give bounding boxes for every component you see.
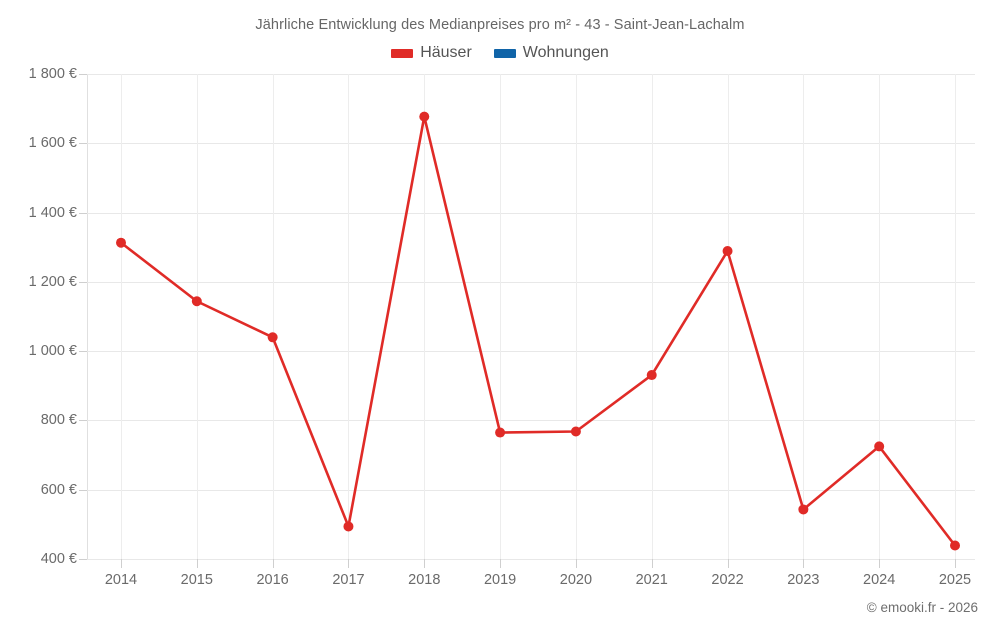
data-point[interactable] xyxy=(495,427,506,438)
x-axis-label: 2015 xyxy=(180,572,213,588)
data-point[interactable] xyxy=(798,504,809,515)
data-point[interactable] xyxy=(874,441,885,452)
vertical-gridline xyxy=(500,74,502,559)
y-axis-tick xyxy=(79,489,87,491)
y-axis-label: 1 800 € xyxy=(28,66,77,82)
gridline xyxy=(87,351,975,353)
y-axis-tick xyxy=(79,351,87,353)
x-axis-tick xyxy=(272,559,274,568)
plot-area: 400 € 600 € 800 € 1 000 € 1 200 € 1 400 € 1 60… xyxy=(29,66,975,588)
gridline xyxy=(87,74,975,75)
vertical-gridline xyxy=(272,74,274,559)
data-point[interactable] xyxy=(267,332,278,343)
x-axis-label: 2019 xyxy=(483,572,517,588)
legend-label-wohnungen: Wohnungen xyxy=(522,44,609,61)
x-axis-label: 2014 xyxy=(104,572,138,588)
chart-legend: Häuser Wohnungen xyxy=(0,44,1000,62)
y-axis-tick xyxy=(79,143,87,145)
y-axis-tick xyxy=(79,212,87,214)
x-axis-tick xyxy=(196,559,198,568)
x-axis-tick xyxy=(879,559,881,568)
x-axis-label: 2017 xyxy=(332,572,365,588)
vertical-gridline xyxy=(575,74,577,559)
series-lines xyxy=(116,111,960,551)
x-axis-label: 2024 xyxy=(863,572,896,588)
gridline xyxy=(87,143,975,145)
x-axis-tick xyxy=(121,559,122,568)
x-axis-tick xyxy=(803,559,805,568)
x-axis-tick xyxy=(955,559,956,568)
x-axis-label: 2025 xyxy=(938,572,972,588)
data-point[interactable] xyxy=(343,521,354,532)
y-axis-label: 1 000 € xyxy=(28,343,77,360)
vertical-gridline xyxy=(424,74,426,559)
vertical-gridline xyxy=(196,74,198,559)
data-point[interactable] xyxy=(950,540,960,551)
x-axis-label: 2016 xyxy=(256,572,289,588)
y-axis-label: 400 € xyxy=(40,551,77,567)
x-axis-label: 2020 xyxy=(559,572,593,588)
x-axis-tick xyxy=(424,559,426,568)
series-line-0 xyxy=(119,115,957,547)
gridline xyxy=(87,559,975,560)
gridline xyxy=(87,489,975,491)
y-axis-label: 600 € xyxy=(40,481,77,498)
y-axis-tick xyxy=(79,74,87,75)
legend-item-haeuser[interactable]: Häuser xyxy=(391,44,472,62)
legend-swatch-haeuser xyxy=(391,48,414,58)
vertical-gridline xyxy=(955,74,956,559)
gridline xyxy=(87,212,975,214)
vertical-gridline xyxy=(803,74,805,559)
y-axis-label: 1 200 € xyxy=(28,273,77,290)
y-axis-line xyxy=(87,74,88,559)
y-axis-tick xyxy=(79,420,87,422)
x-axis-label: 2018 xyxy=(408,572,441,588)
y-axis-label: 1 400 € xyxy=(28,204,77,221)
x-axis-tick xyxy=(575,559,577,568)
vertical-gridline xyxy=(727,74,729,559)
data-point[interactable] xyxy=(722,246,733,257)
x-axis-label: 2023 xyxy=(787,572,820,588)
data-point[interactable] xyxy=(191,296,202,307)
y-axis-label: 800 € xyxy=(40,412,77,429)
legend-label-haeuser: Häuser xyxy=(420,44,472,61)
data-point[interactable] xyxy=(570,426,581,437)
vertical-gridline xyxy=(348,74,350,559)
x-axis-tick xyxy=(651,559,653,568)
vertical-gridline xyxy=(121,74,122,559)
x-axis-tick xyxy=(500,559,502,568)
legend-swatch-wohnungen xyxy=(493,48,516,58)
vertical-gridline xyxy=(879,74,881,559)
x-axis-tick xyxy=(348,559,350,568)
data-point[interactable] xyxy=(419,111,430,122)
copyright-text: © emooki.fr - 2026 xyxy=(866,600,978,615)
gridline xyxy=(87,281,975,283)
chart-title: Jährliche Entwicklung des Medianpreises … xyxy=(255,17,745,33)
legend-item-wohnungen[interactable]: Wohnungen xyxy=(493,44,609,62)
x-axis-label: 2021 xyxy=(635,572,668,588)
x-axis-label: 2022 xyxy=(711,572,744,588)
y-axis-tick xyxy=(79,281,87,283)
x-axis-tick xyxy=(727,559,729,568)
y-axis-label: 1 600 € xyxy=(28,135,77,152)
data-point[interactable] xyxy=(116,237,126,248)
vertical-gridline xyxy=(651,74,653,559)
gridline xyxy=(87,420,975,422)
y-axis-tick xyxy=(79,559,87,560)
data-point[interactable] xyxy=(646,370,657,381)
